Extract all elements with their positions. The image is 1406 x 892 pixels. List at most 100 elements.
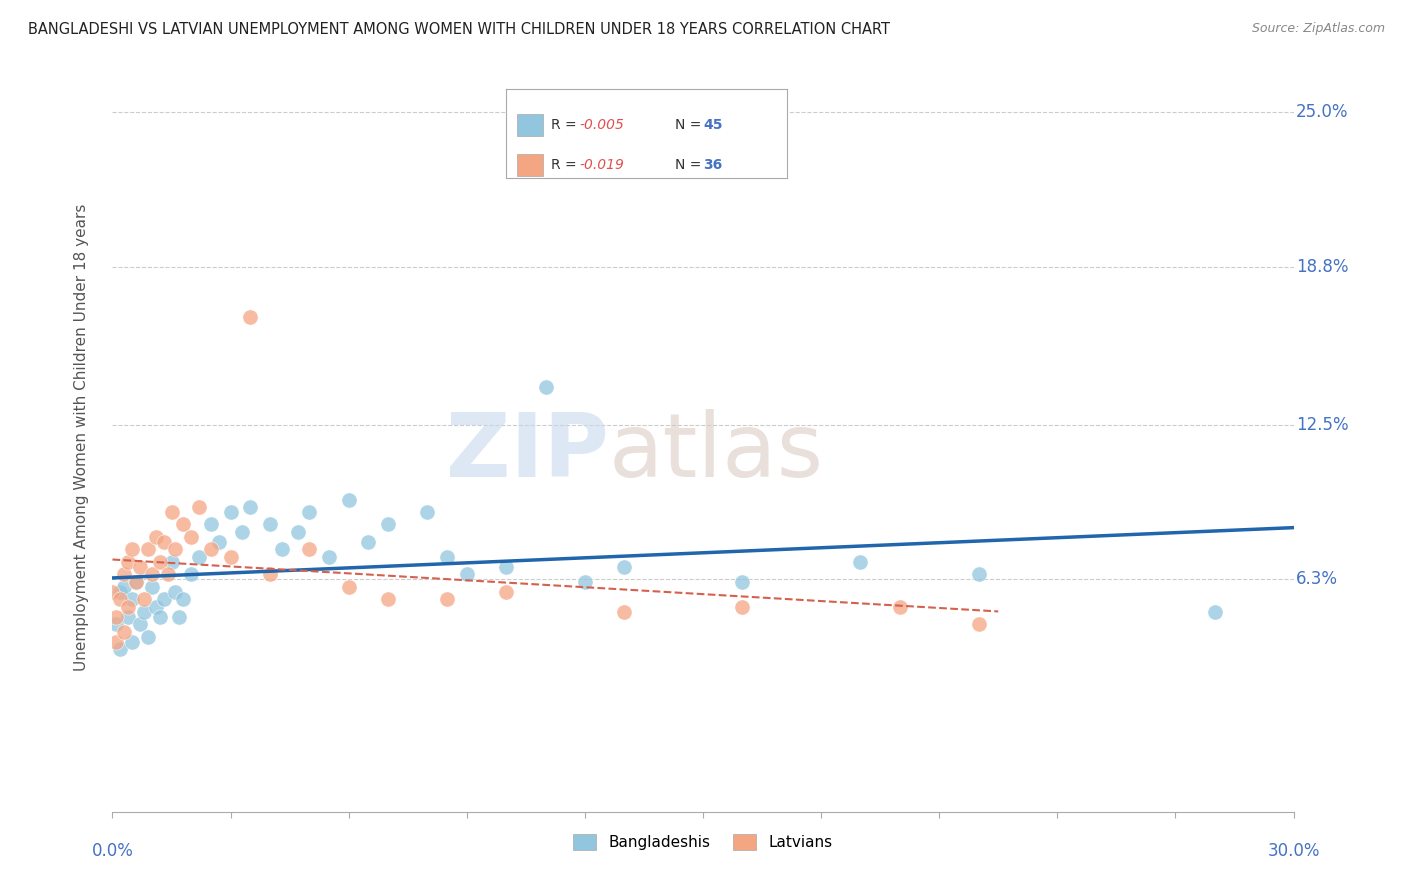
Point bbox=[152, 535, 174, 549]
Point bbox=[141, 567, 163, 582]
Point bbox=[110, 642, 132, 657]
Point bbox=[889, 599, 911, 614]
Point bbox=[156, 567, 179, 582]
Point bbox=[219, 549, 242, 564]
Point bbox=[377, 517, 399, 532]
Point bbox=[121, 542, 143, 557]
Point bbox=[145, 530, 167, 544]
Text: R =: R = bbox=[551, 158, 581, 172]
Point bbox=[160, 505, 183, 519]
Point bbox=[967, 567, 990, 582]
Point bbox=[136, 542, 159, 557]
Text: 25.0%: 25.0% bbox=[1296, 103, 1348, 121]
Point bbox=[121, 635, 143, 649]
Text: 30.0%: 30.0% bbox=[1267, 842, 1320, 860]
Text: ZIP: ZIP bbox=[446, 409, 609, 496]
Point bbox=[125, 574, 148, 589]
Point bbox=[149, 555, 172, 569]
Point bbox=[129, 560, 152, 574]
Point bbox=[132, 605, 155, 619]
Point bbox=[574, 574, 596, 589]
Point bbox=[436, 592, 458, 607]
Point bbox=[613, 605, 636, 619]
Point bbox=[208, 535, 231, 549]
Point bbox=[165, 542, 187, 557]
Point bbox=[152, 592, 174, 607]
Text: R =: R = bbox=[551, 118, 581, 132]
Text: 18.8%: 18.8% bbox=[1296, 259, 1348, 277]
Point bbox=[149, 610, 172, 624]
Bar bbox=[517, 153, 543, 177]
Point bbox=[117, 555, 139, 569]
Point bbox=[416, 505, 439, 519]
Point bbox=[318, 549, 340, 564]
Point bbox=[112, 624, 135, 639]
Point bbox=[188, 500, 211, 514]
Text: -0.005: -0.005 bbox=[579, 118, 624, 132]
Point bbox=[132, 592, 155, 607]
Point bbox=[180, 567, 202, 582]
Point bbox=[180, 530, 202, 544]
Point bbox=[129, 617, 152, 632]
Point bbox=[337, 580, 360, 594]
Point bbox=[259, 517, 281, 532]
Point bbox=[495, 560, 517, 574]
Point bbox=[141, 580, 163, 594]
Point bbox=[105, 610, 128, 624]
Point bbox=[239, 310, 262, 325]
Text: 36: 36 bbox=[703, 158, 723, 172]
Point bbox=[967, 617, 990, 632]
Y-axis label: Unemployment Among Women with Children Under 18 years: Unemployment Among Women with Children U… bbox=[75, 203, 89, 671]
Legend: Bangladeshis, Latvians: Bangladeshis, Latvians bbox=[567, 829, 839, 856]
Point bbox=[105, 617, 128, 632]
Point bbox=[337, 492, 360, 507]
Point bbox=[456, 567, 478, 582]
Text: atlas: atlas bbox=[609, 409, 824, 496]
Text: N =: N = bbox=[675, 158, 706, 172]
Point bbox=[110, 585, 132, 599]
Text: BANGLADESHI VS LATVIAN UNEMPLOYMENT AMONG WOMEN WITH CHILDREN UNDER 18 YEARS COR: BANGLADESHI VS LATVIAN UNEMPLOYMENT AMON… bbox=[28, 22, 890, 37]
Bar bbox=[517, 114, 543, 136]
Point bbox=[160, 555, 183, 569]
Point bbox=[377, 592, 399, 607]
Point bbox=[169, 610, 191, 624]
Point bbox=[145, 599, 167, 614]
Point bbox=[110, 592, 132, 607]
Point bbox=[200, 542, 222, 557]
Text: 6.3%: 6.3% bbox=[1296, 571, 1339, 589]
Text: 45: 45 bbox=[703, 118, 723, 132]
Point bbox=[117, 610, 139, 624]
Point bbox=[101, 585, 124, 599]
Point bbox=[231, 524, 253, 539]
Point bbox=[534, 380, 557, 394]
Point bbox=[436, 549, 458, 564]
Point bbox=[731, 599, 754, 614]
Point bbox=[112, 567, 135, 582]
Text: -0.019: -0.019 bbox=[579, 158, 624, 172]
Point bbox=[357, 535, 380, 549]
Point bbox=[172, 592, 194, 607]
Point bbox=[121, 592, 143, 607]
Point bbox=[495, 585, 517, 599]
Point bbox=[239, 500, 262, 514]
Text: N =: N = bbox=[675, 118, 706, 132]
Text: Source: ZipAtlas.com: Source: ZipAtlas.com bbox=[1251, 22, 1385, 36]
Point bbox=[849, 555, 872, 569]
Point bbox=[259, 567, 281, 582]
Text: 12.5%: 12.5% bbox=[1296, 416, 1348, 434]
Point bbox=[298, 505, 321, 519]
Point bbox=[165, 585, 187, 599]
Point bbox=[200, 517, 222, 532]
Text: 0.0%: 0.0% bbox=[91, 842, 134, 860]
Point bbox=[270, 542, 292, 557]
Point bbox=[172, 517, 194, 532]
Point bbox=[105, 635, 128, 649]
Point bbox=[188, 549, 211, 564]
Point bbox=[613, 560, 636, 574]
Point bbox=[287, 524, 309, 539]
Point bbox=[136, 630, 159, 644]
Point bbox=[125, 574, 148, 589]
Point bbox=[298, 542, 321, 557]
Point bbox=[117, 599, 139, 614]
Point bbox=[112, 580, 135, 594]
